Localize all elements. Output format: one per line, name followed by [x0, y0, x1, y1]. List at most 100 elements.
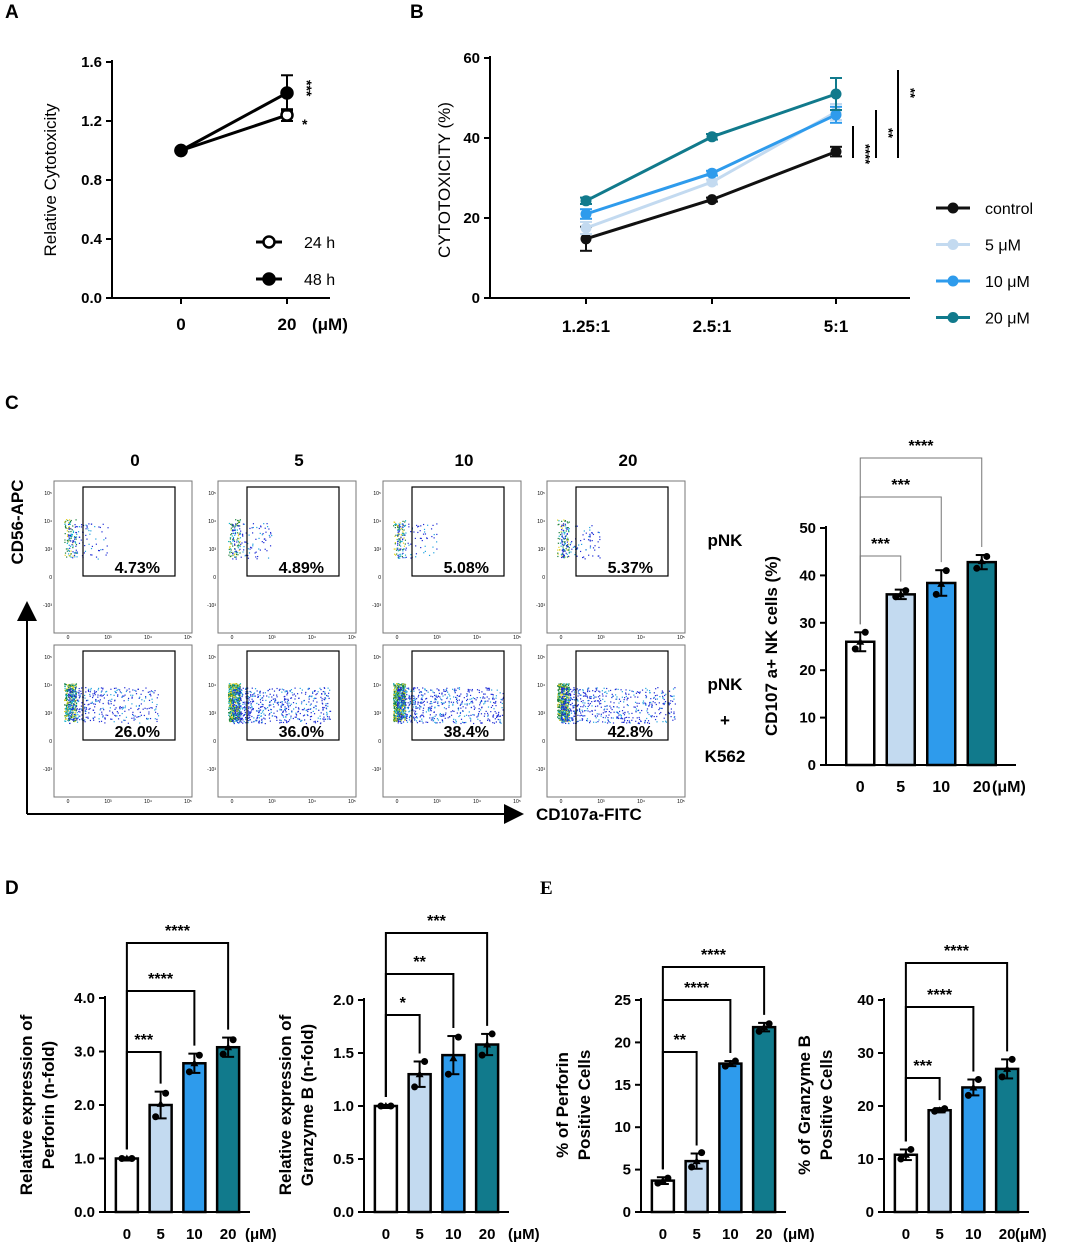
flow-dot — [400, 722, 402, 724]
flow-dot — [327, 695, 329, 697]
flow-dot — [232, 538, 234, 540]
flow-dot — [557, 716, 559, 718]
flow-dot — [65, 548, 68, 550]
flow-dot — [453, 696, 455, 698]
flow-dot — [566, 692, 568, 694]
flow-dot — [72, 705, 74, 707]
flow-dot — [646, 708, 649, 710]
flow-dot — [420, 691, 423, 693]
flow-dot — [231, 695, 233, 697]
flow-dot — [74, 707, 76, 709]
flow-dot — [403, 692, 405, 695]
flow-dot — [396, 715, 398, 717]
flow-dot — [589, 547, 591, 549]
flow-dot — [476, 697, 478, 699]
flow-dot — [73, 707, 75, 710]
flow-dot — [75, 692, 77, 694]
flow-dot — [442, 702, 444, 704]
flow-dot — [497, 715, 499, 718]
flow-dot — [235, 720, 237, 722]
flow-dot — [265, 699, 267, 702]
flow-dot — [322, 708, 324, 710]
data-point — [765, 1020, 773, 1028]
flow-dot — [570, 712, 573, 714]
flow-dot — [604, 721, 606, 723]
flow-dot — [74, 536, 76, 538]
y-tick-label: 4.0 — [74, 990, 95, 1007]
flow-dot — [420, 702, 422, 704]
flow-dot — [145, 687, 147, 689]
flow-dot — [599, 703, 601, 705]
flow-dot — [394, 521, 396, 524]
flow-dot — [422, 709, 424, 712]
flow-dot — [76, 551, 78, 553]
flow-dot — [230, 689, 232, 691]
flow-dot — [402, 689, 404, 691]
flow-dot — [393, 699, 395, 702]
flow-dot — [470, 714, 472, 716]
flow-dot — [256, 690, 258, 692]
flow-dot — [567, 703, 569, 705]
flow-dot — [71, 529, 73, 531]
flow-dot — [232, 525, 234, 527]
flow-dot — [562, 683, 564, 685]
flow-dot — [256, 558, 258, 560]
flow-dot — [401, 711, 403, 713]
flow-dot — [234, 710, 237, 712]
significance-label: **** — [944, 943, 970, 960]
flow-dot — [75, 717, 77, 719]
flow-dot — [230, 529, 232, 531]
flow-dot — [635, 708, 638, 710]
flow-dot — [670, 716, 672, 718]
y-axis-label: CD107 a+ NK cells (%) — [762, 556, 781, 736]
flow-dot — [64, 687, 66, 689]
flow-dot — [588, 699, 590, 702]
flow-dot — [154, 711, 157, 713]
flow-dot — [85, 687, 87, 689]
flow-dot — [132, 711, 134, 713]
flow-dot — [239, 537, 242, 539]
flow-dot — [428, 554, 431, 557]
flow-dot — [566, 708, 568, 710]
bar — [407, 1072, 432, 1214]
flow-dot — [495, 712, 497, 714]
data-point — [830, 146, 842, 158]
flow-dot — [395, 683, 398, 685]
flow-dot — [402, 520, 404, 522]
flow-dot — [84, 719, 86, 721]
flow-dot — [237, 690, 239, 692]
flow-dot — [123, 695, 125, 697]
flow-dot — [661, 707, 663, 710]
flow-dot — [436, 548, 438, 550]
flow-dot — [592, 547, 595, 549]
flow-dot — [234, 551, 236, 553]
flow-dot — [467, 690, 469, 692]
flow-dot — [402, 716, 405, 718]
x-tick-label: 20 — [973, 779, 991, 796]
flow-dot — [397, 683, 400, 686]
flow-dot — [229, 708, 232, 710]
flow-dot — [157, 694, 159, 696]
flow-dot — [637, 709, 639, 712]
flow-dot — [402, 696, 404, 699]
y-tick-label: 20 — [614, 1034, 631, 1051]
flow-dot — [465, 721, 467, 724]
flow-dot — [86, 538, 88, 540]
flow-dot — [68, 719, 71, 721]
flow-dot — [135, 705, 137, 707]
flow-dot — [124, 707, 126, 709]
flow-dot — [401, 697, 404, 699]
flow-dot — [65, 714, 67, 716]
flow-dot — [230, 687, 232, 689]
flow-dot — [65, 711, 67, 713]
flow-dot — [484, 702, 486, 704]
flow-dot — [604, 711, 606, 713]
flow-dot — [68, 689, 70, 691]
flow-dot — [248, 714, 250, 716]
flow-dot — [234, 534, 236, 536]
flow-dot — [103, 709, 105, 711]
flow-dot — [314, 705, 317, 707]
flow-dot — [403, 688, 405, 690]
flow-dot — [395, 549, 398, 551]
flow-dot — [72, 547, 74, 549]
